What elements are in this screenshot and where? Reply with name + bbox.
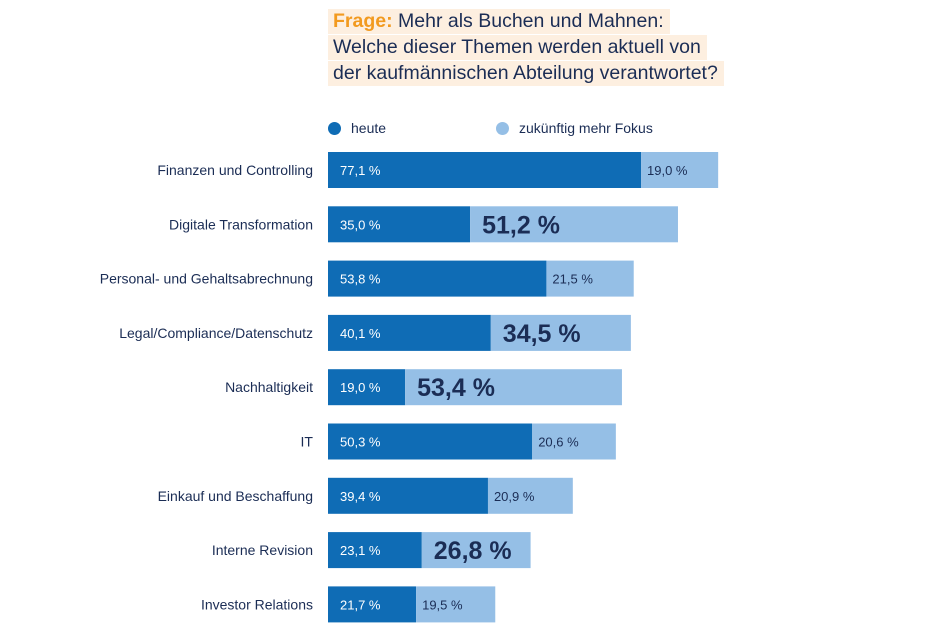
bar-heute [328,260,547,297]
bar-heute [328,532,422,569]
data-label-heute: 19,0 % [340,380,381,395]
data-label-heute: 35,0 % [340,217,381,232]
legend-label-zukuenftig: zukünftig mehr Fokus [519,120,653,136]
legend-item-heute: heute [328,120,386,136]
bar-heute [328,369,406,406]
data-label-zukuenftig-highlight: 34,5 % [503,320,581,348]
category-label: Digitale Transformation [169,216,313,232]
data-label-heute: 23,1 % [340,543,381,558]
data-label-heute: 50,3 % [340,435,381,450]
bar-heute [328,206,471,243]
bar-heute [328,586,417,623]
data-label-heute: 39,4 % [340,489,381,504]
data-label-heute: 40,1 % [340,326,381,341]
question-body: Mehr als Buchen und Mahnen: Welche diese… [333,10,718,84]
bar-heute [328,152,642,188]
data-label-heute: 21,7 % [340,597,381,612]
category-label: Legal/Compliance/Datenschutz [119,325,313,341]
bar-heute [328,314,491,351]
chart-legend: heute zukünftig mehr Fokus [328,120,728,140]
question-prefix: Frage: [333,10,393,32]
bar-heute [328,423,533,460]
bar-zukuenftig [641,152,719,188]
bar-zukuenftig [421,532,531,569]
legend-dot-zukuenftig [496,121,509,135]
category-label: Einkauf und Beschaffung [158,488,313,504]
bar-zukuenftig [532,423,616,460]
category-label: Personal- und Gehaltsabrechnung [100,271,313,287]
data-label-zukuenftig-highlight: 53,4 % [417,374,495,402]
category-label: Interne Revision [212,542,313,558]
category-label: IT [301,434,314,450]
legend-label-heute: heute [351,120,387,136]
bar-zukuenftig [490,314,631,351]
data-label-zukuenftig: 20,6 % [538,435,579,450]
category-label: Investor Relations [201,596,313,612]
bar-zukuenftig [405,369,622,406]
data-label-zukuenftig: 20,9 % [494,489,535,504]
bar-zukuenftig [416,586,496,623]
data-label-zukuenftig-highlight: 51,2 % [482,211,560,239]
legend-dot-heute [328,121,341,135]
category-label: Finanzen und Controlling [157,162,313,178]
data-label-heute: 53,8 % [340,272,381,287]
legend-item-zukuenftig: zukünftig mehr Fokus [496,120,653,136]
question-text: Frage: Mehr als Buchen und Mahnen: Welch… [328,8,728,86]
data-label-zukuenftig: 19,5 % [422,597,463,612]
data-label-heute: 77,1 % [340,163,381,178]
bar-zukuenftig [546,260,634,297]
bar-zukuenftig [487,477,573,514]
data-label-zukuenftig-highlight: 26,8 % [434,537,512,565]
bar-zukuenftig [470,206,678,243]
bar-heute [328,477,488,514]
category-label: Nachhaltigkeit [225,379,313,395]
data-label-zukuenftig: 19,0 % [647,163,688,178]
data-label-zukuenftig: 21,5 % [552,272,593,287]
